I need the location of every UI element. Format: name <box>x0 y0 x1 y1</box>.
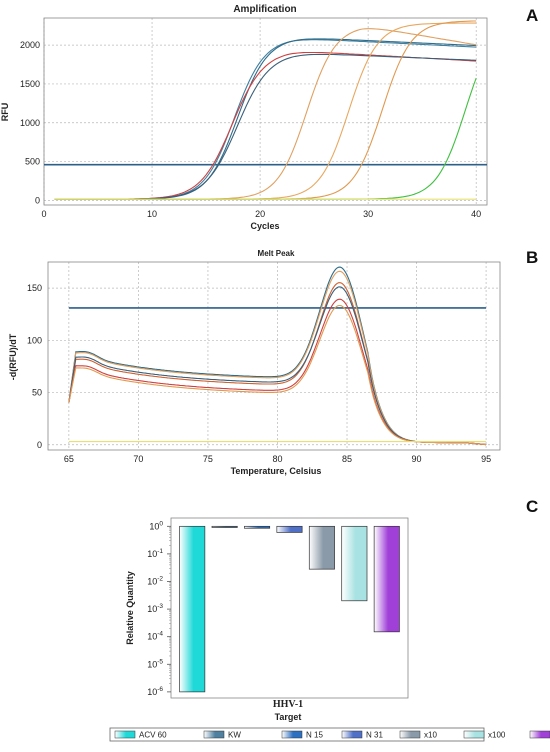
melt-xtick-label: 70 <box>133 454 143 464</box>
relative-quantity-chart: 100 10-1 10-2 10-3 10-4 10-5 10-6 <box>147 517 409 699</box>
amplification-ytick-label: 0 <box>35 195 40 205</box>
rq-legend-label: x10 <box>424 731 437 740</box>
amplification-ytick-label: 1000 <box>20 118 40 128</box>
melt-xtick-label: 90 <box>412 454 422 464</box>
rq-legend-swatch <box>529 730 550 739</box>
rq-legend-swatch <box>399 730 421 739</box>
panel-letter-a: A <box>526 6 538 25</box>
amplification-ytick-label: 2000 <box>20 40 40 50</box>
melt-ytick-label: 100 <box>27 335 42 345</box>
rq-ytick-label: 10-3 <box>147 603 163 614</box>
rq-legend-label: N 15 <box>306 731 323 740</box>
rq-ytick-label: 100 <box>149 520 163 531</box>
amplification-curve-4 <box>54 53 477 200</box>
amplification-plot-frame <box>43 17 488 206</box>
panel-letter-b: B <box>526 248 538 267</box>
rq-bar-n-15 <box>244 525 271 529</box>
relative-quantity-category: HHV-1 <box>273 699 303 710</box>
amplification-xtick-label: 0 <box>41 209 46 219</box>
amplification-ytick-label: 500 <box>25 157 40 167</box>
amplification-curve-5 <box>54 28 477 200</box>
rq-legend-label: ACV 60 <box>139 731 167 740</box>
rq-legend-swatch <box>114 730 136 739</box>
rq-bar-x10 <box>308 525 335 570</box>
rq-bar-x1000 <box>373 525 400 633</box>
amplification-ylabel: RFU <box>0 103 10 122</box>
melt-xtick-label: 65 <box>64 454 74 464</box>
amplification-ytick-label: 1500 <box>20 79 40 89</box>
amplification-curve-6 <box>54 22 477 200</box>
rq-ytick-label: 10-5 <box>147 658 163 669</box>
amplification-xlabel: Cycles <box>250 221 279 231</box>
melt-xtick-label: 75 <box>203 454 213 464</box>
amplification-curve-1 <box>54 39 477 200</box>
rq-legend-swatch <box>463 730 485 739</box>
amplification-curve-7 <box>54 20 477 200</box>
melt-xtick-label: 85 <box>342 454 352 464</box>
melt-peak-chart: 65 70 75 80 85 90 95 0 50 100 150 <box>27 261 501 464</box>
rq-bar-n-31 <box>276 525 303 533</box>
melt-ytick-label: 150 <box>27 283 42 293</box>
rq-legend-swatch <box>203 730 225 739</box>
melt-peak-title: Melt Peak <box>258 249 295 258</box>
relative-quantity-ylabel: Relative Quantity <box>125 571 135 645</box>
rq-ytick-label: 10-2 <box>147 575 163 586</box>
rq-legend-swatch <box>341 730 363 739</box>
melt-xtick-label: 95 <box>481 454 491 464</box>
amplification-xtick-label: 20 <box>255 209 265 219</box>
melt-peak-xlabel: Temperature, Celsius <box>231 466 322 476</box>
rq-legend-swatch <box>281 730 303 739</box>
panel-letter-c: C <box>526 497 538 516</box>
rq-legend-label: N 31 <box>366 731 383 740</box>
melt-ytick-label: 50 <box>32 388 42 398</box>
amplification-title: Amplification <box>233 4 296 15</box>
rq-legend-label: x100 <box>488 731 506 740</box>
rq-ytick-label: 10-1 <box>147 548 163 559</box>
amplification-xtick-label: 30 <box>363 209 373 219</box>
rq-bar-x100 <box>341 525 368 602</box>
rq-bar-acv-60 <box>179 525 206 693</box>
amplification-xtick-label: 40 <box>471 209 481 219</box>
rq-plot-frame <box>170 517 409 699</box>
melt-peak-ylabel: -d(RFU)/dT <box>8 333 18 380</box>
relative-quantity-xlabel: Target <box>275 712 302 722</box>
rq-bar-kw <box>211 525 238 528</box>
amplification-curve-8 <box>54 77 477 200</box>
melt-xtick-label: 80 <box>272 454 282 464</box>
melt-ytick-label: 0 <box>37 440 42 450</box>
amplification-chart: 0 10 20 30 40 0 500 1000 1500 2000 <box>20 17 488 219</box>
amplification-curve-2 <box>54 38 477 200</box>
rq-legend-label: KW <box>228 731 241 740</box>
melt-plot-frame <box>47 261 501 451</box>
rq-ytick-label: 10-6 <box>147 686 163 697</box>
rq-ytick-label: 10-4 <box>147 631 163 642</box>
amplification-xtick-label: 10 <box>147 209 157 219</box>
